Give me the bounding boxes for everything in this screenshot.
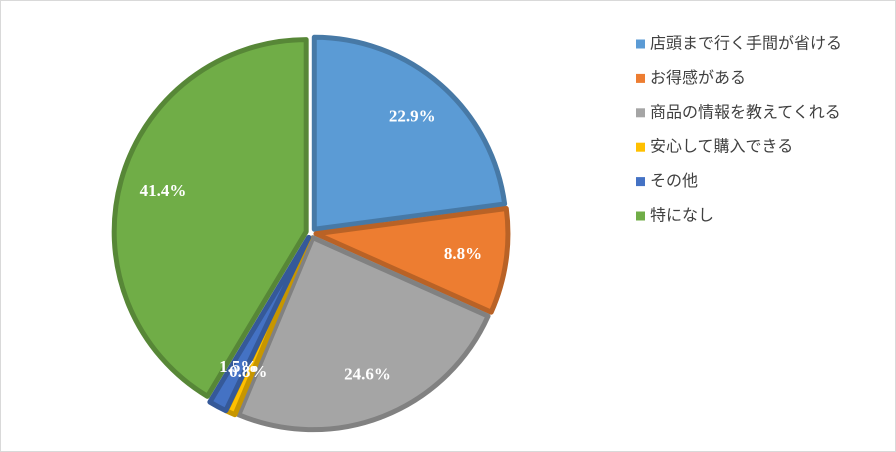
pie-slice bbox=[111, 37, 309, 399]
legend-swatch bbox=[636, 73, 645, 83]
data-label: 1.5% bbox=[219, 357, 257, 376]
pie-slice bbox=[236, 235, 491, 433]
pie-slice bbox=[311, 34, 508, 232]
legend-label: 安心して購入できる bbox=[650, 137, 793, 156]
legend-label: お得感がある bbox=[650, 68, 746, 87]
legend-swatch bbox=[636, 108, 645, 118]
pie-slice bbox=[207, 234, 312, 414]
legend-swatch bbox=[636, 39, 645, 49]
legend-swatch bbox=[636, 177, 645, 187]
legend-label: 特になし bbox=[650, 206, 714, 225]
data-label: 41.4% bbox=[140, 181, 187, 200]
legend-label: 店頭まで行く手間が省ける bbox=[650, 34, 842, 53]
pie-slice bbox=[313, 205, 511, 315]
legend-swatch bbox=[636, 211, 645, 221]
legend-label: その他 bbox=[650, 171, 698, 190]
data-label: 0.8% bbox=[229, 362, 267, 381]
legend-label: 商品の情報を教えてくれる bbox=[650, 102, 841, 121]
data-label: 24.6% bbox=[344, 365, 391, 384]
data-label: 8.8% bbox=[444, 244, 482, 263]
data-label: 22.9% bbox=[389, 106, 436, 125]
legend-swatch bbox=[636, 142, 645, 152]
